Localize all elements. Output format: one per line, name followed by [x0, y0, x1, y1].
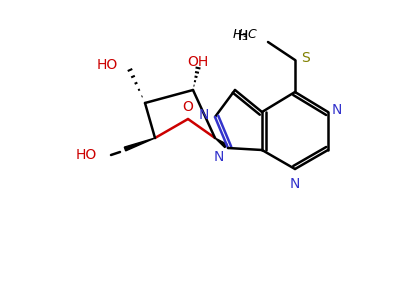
Text: $H_3C$: $H_3C$	[232, 27, 258, 43]
Polygon shape	[124, 138, 155, 151]
Text: N: N	[332, 103, 342, 117]
Text: O: O	[182, 100, 194, 114]
Text: HO: HO	[76, 148, 97, 162]
Text: N: N	[199, 108, 209, 122]
Text: H: H	[238, 29, 248, 43]
Text: HO: HO	[97, 58, 118, 72]
Text: N: N	[214, 150, 224, 164]
Text: S: S	[301, 51, 310, 65]
Polygon shape	[215, 138, 227, 148]
Text: OH: OH	[187, 55, 209, 69]
Text: H: H	[238, 29, 248, 43]
Text: N: N	[290, 177, 300, 191]
